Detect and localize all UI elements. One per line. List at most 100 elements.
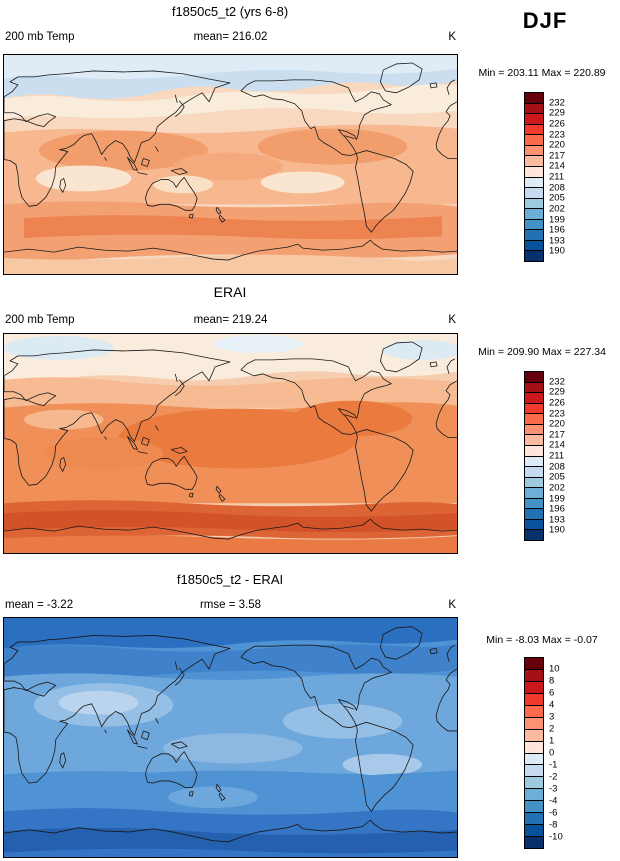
colorbar-cell	[525, 765, 543, 778]
colorbar-cell	[525, 240, 543, 252]
colorbar-cell	[525, 777, 543, 790]
colorbar-tick-label: 205	[549, 192, 565, 204]
colorbar-cell	[525, 705, 543, 718]
colorbar-cell	[525, 145, 543, 157]
colorbar-cell	[525, 177, 543, 189]
colorbar-cell	[525, 509, 543, 520]
colorbar-tick-label: -3	[549, 783, 558, 795]
colorbar-tick-label: 232	[549, 97, 565, 109]
model-temperature-field	[4, 55, 457, 274]
colorbar-cell	[525, 209, 543, 220]
colorbar-tick-label: 193	[549, 235, 565, 247]
colorbar-boxes	[524, 371, 544, 541]
colorbar-tick-label: 223	[549, 408, 565, 419]
rmse-label: rmse = 3.58	[199, 599, 262, 611]
colorbar-cell	[525, 393, 543, 404]
reference-temperature-field	[4, 334, 457, 553]
variable-label: 200 mb Temp	[5, 314, 75, 326]
colorbar-tick-label: 3	[549, 711, 555, 723]
reference-panel-header: 200 mb Temp mean= 219.24 K	[3, 314, 458, 328]
colorbar-cell	[525, 825, 543, 838]
colorbar-tick-label: 217	[549, 150, 565, 162]
colorbar-cell	[525, 424, 543, 436]
colorbar-tick-label: -4	[549, 795, 558, 807]
colorbar-labels: 232 229 226 223 220 217 214 211 208 205 202 199 196 1…	[544, 371, 578, 541]
colorbar-cell	[525, 530, 543, 540]
units-label: K	[448, 599, 456, 611]
colorbar-cell	[525, 488, 543, 499]
colorbar-cell	[525, 114, 543, 125]
colorbar-cell	[525, 801, 543, 814]
reference-map	[3, 333, 458, 554]
colorbar-cell	[525, 219, 543, 231]
colorbar-cell	[525, 445, 543, 457]
colorbar-cell	[525, 753, 543, 766]
difference-field	[4, 618, 457, 857]
colorbar-cell	[525, 188, 543, 199]
colorbar-labels: 10 8 6 4 3 2 1 0 -1 -2 -3 -4 -6 -8 -10	[544, 657, 578, 849]
colorbar-labels: 232 229 226 223 220 217 214 211 208 205 202 199 196 1…	[544, 92, 578, 262]
colorbar-tick-label: 223	[549, 129, 565, 140]
reference-panel-title: ERAI	[213, 284, 247, 300]
colorbar-tick-label: -2	[549, 771, 558, 783]
colorbar-tick-label: -1	[549, 759, 558, 771]
colorbar-tick-label: 205	[549, 471, 565, 483]
colorbar-cell	[525, 403, 543, 415]
colorbar-tick-label: 220	[549, 418, 565, 430]
colorbar-tick-label: 214	[549, 439, 565, 451]
colorbar-cell	[525, 789, 543, 802]
colorbar-cell	[525, 467, 543, 478]
colorbar-tick-label: 199	[549, 493, 565, 504]
season-label: DJF	[522, 8, 568, 33]
colorbar-boxes	[524, 92, 544, 262]
model-minmax-label: Min = 203.11 Max = 220.89	[478, 67, 606, 79]
colorbar-cell	[525, 166, 543, 178]
mean-label: mean= 216.02	[193, 31, 268, 43]
colorbar-tick-label: 211	[549, 450, 565, 462]
mean-label: mean = -3.22	[5, 599, 74, 611]
colorbar-tick-label: 196	[549, 503, 565, 515]
colorbar-cell	[525, 669, 543, 682]
colorbar-cell	[525, 681, 543, 694]
colorbar-tick-label: 0	[549, 747, 555, 759]
colorbar-cell	[525, 103, 543, 115]
colorbar-cell	[525, 382, 543, 394]
colorbar-tick-label: -8	[549, 819, 558, 831]
colorbar-cell	[525, 198, 543, 210]
units-label: K	[448, 314, 456, 326]
colorbar-cell	[525, 813, 543, 826]
colorbar-cell	[525, 729, 543, 742]
colorbar-boxes	[524, 657, 544, 849]
units-label: K	[448, 31, 456, 43]
model-panel-header: 200 mb Temp mean= 216.02 K	[3, 31, 458, 45]
mean-label: mean= 219.24	[193, 314, 268, 326]
colorbar-tick-label: 1	[549, 735, 555, 747]
colorbar-tick-label: 193	[549, 514, 565, 526]
colorbar-cell	[525, 519, 543, 531]
colorbar-tick-label: 226	[549, 118, 565, 130]
colorbar-tick-label: 214	[549, 160, 565, 172]
colorbar-tick-label: 208	[549, 461, 565, 473]
model-map	[3, 54, 458, 275]
colorbar-tick-label: 2	[549, 723, 555, 735]
colorbar-tick-label: 229	[549, 107, 565, 119]
colorbar-cell	[525, 693, 543, 706]
colorbar-cell	[525, 135, 543, 146]
colorbar-cell	[525, 435, 543, 446]
colorbar-tick-label: 199	[549, 214, 565, 225]
difference-minmax-label: Min = -8.03 Max = -0.07	[486, 634, 598, 646]
colorbar-tick-label: 202	[549, 482, 565, 494]
colorbar-tick-label: 217	[549, 429, 565, 441]
variable-label: 200 mb Temp	[5, 31, 75, 43]
colorbar-tick-label: 208	[549, 182, 565, 194]
colorbar-cell	[525, 156, 543, 167]
difference-panel-title: f1850c5_t2 - ERAI	[176, 572, 284, 587]
colorbar-tick-label: 196	[549, 224, 565, 236]
colorbar-tick-label: -6	[549, 807, 558, 819]
colorbar-cell	[525, 498, 543, 510]
colorbar-tick-label: 202	[549, 203, 565, 215]
colorbar-cell	[525, 456, 543, 468]
colorbar-cell	[525, 717, 543, 730]
colorbar-tick-label: 220	[549, 139, 565, 151]
